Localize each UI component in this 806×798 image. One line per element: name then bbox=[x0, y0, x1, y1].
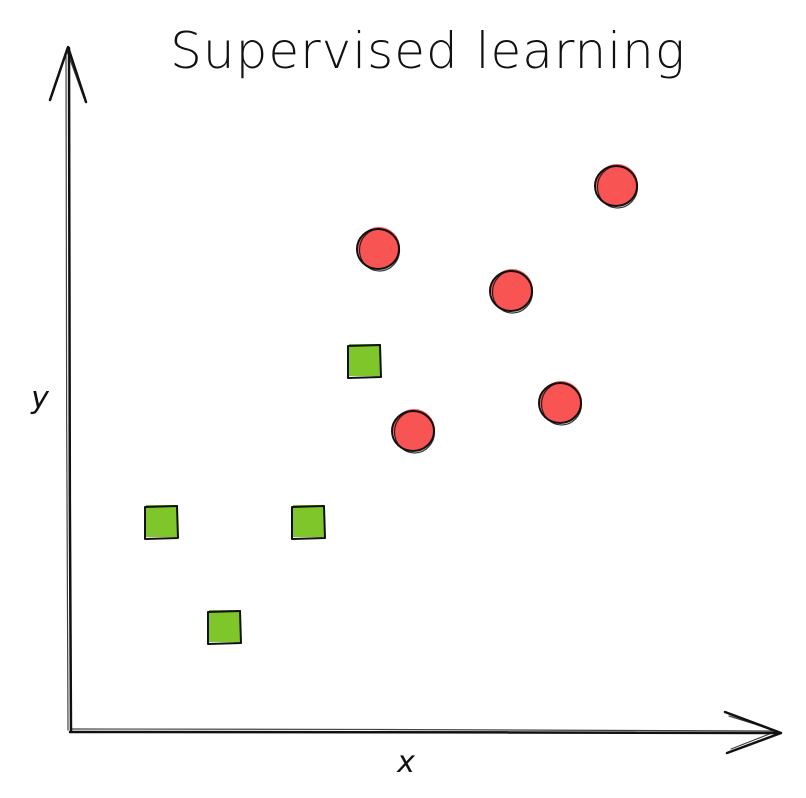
square-point bbox=[291, 505, 326, 540]
y-axis bbox=[48, 45, 88, 734]
x-axis-label: x bbox=[396, 745, 415, 780]
square-point bbox=[207, 610, 242, 645]
y-axis-label: y bbox=[30, 381, 50, 416]
chart-title: Supervised learning bbox=[170, 22, 686, 80]
circle-point bbox=[594, 164, 639, 209]
square-point bbox=[144, 505, 179, 540]
x-axis bbox=[68, 710, 783, 755]
data-points bbox=[144, 164, 639, 645]
circle-point bbox=[538, 381, 583, 426]
x-axis-arrow-icon bbox=[723, 710, 783, 755]
square-point bbox=[347, 344, 382, 379]
circle-point bbox=[489, 269, 534, 314]
circle-point bbox=[391, 409, 436, 454]
circle-point bbox=[356, 227, 401, 272]
